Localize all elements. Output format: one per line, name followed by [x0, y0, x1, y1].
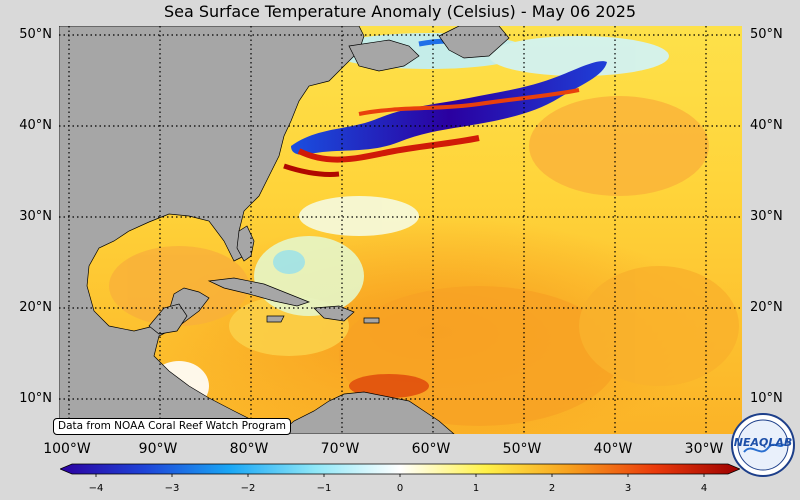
colorbar-tick-1: 1 — [472, 483, 480, 494]
colorbar-tick-2: 2 — [548, 483, 556, 494]
land-jamaica — [266, 315, 285, 323]
land-south-america — [278, 391, 455, 434]
colorbar-tick-minus3: −3 — [164, 483, 180, 494]
colorbar-gradient — [60, 463, 740, 475]
data-source-note: Data from NOAA Coral Reef Watch Program — [53, 418, 291, 435]
lat-label-10n-left: 10°N — [19, 391, 52, 406]
land-maritimes — [348, 39, 420, 72]
lat-label-30n-right: 30°N — [750, 209, 783, 224]
lon-label-60w: 60°W — [411, 441, 451, 457]
land-newfoundland — [438, 26, 510, 59]
colorbar-tick-minus4: −4 — [88, 483, 104, 494]
colorbar-tick-3: 3 — [624, 483, 632, 494]
lat-label-20n-right: 20°N — [750, 300, 783, 315]
land-hispaniola — [313, 305, 355, 322]
land-cuba — [207, 277, 311, 307]
sst-anomaly-map — [59, 26, 742, 434]
colorbar-tick-4: 4 — [700, 483, 708, 494]
lat-label-50n-left: 50°N — [19, 27, 52, 42]
warm-anomaly-patches — [109, 96, 739, 426]
colorbar-tick-0: 0 — [396, 483, 404, 494]
land-north-america — [59, 26, 365, 434]
lat-label-40n-left: 40°N — [19, 118, 52, 133]
colorbar-tick-minus2: −2 — [240, 483, 256, 494]
svg-text:NEAQLAB: NEAQLAB — [734, 436, 793, 449]
lon-label-50w: 50°W — [502, 441, 542, 457]
colorbar — [60, 463, 740, 477]
neaqlab-logo: NEAQLAB — [731, 413, 795, 477]
land-masses — [59, 26, 510, 434]
graticule — [59, 26, 742, 434]
lon-label-100w: 100°W — [43, 441, 91, 457]
map-canvas — [59, 26, 742, 434]
lat-label-30n-left: 30°N — [19, 209, 52, 224]
colorbar-tick-minus1: −1 — [316, 483, 332, 494]
lat-label-40n-right: 40°N — [750, 118, 783, 133]
map-title: Sea Surface Temperature Anomaly (Celsius… — [163, 2, 637, 21]
lon-label-80w: 80°W — [229, 441, 269, 457]
lat-label-20n-left: 20°N — [19, 300, 52, 315]
lat-label-10n-right: 10°N — [750, 391, 783, 406]
lon-label-90w: 90°W — [138, 441, 178, 457]
lon-label-40w: 40°W — [593, 441, 633, 457]
lat-label-50n-right: 50°N — [750, 27, 783, 42]
lon-label-30w: 30°W — [684, 441, 724, 457]
lon-label-70w: 70°W — [320, 441, 360, 457]
land-puerto-rico — [363, 317, 380, 324]
